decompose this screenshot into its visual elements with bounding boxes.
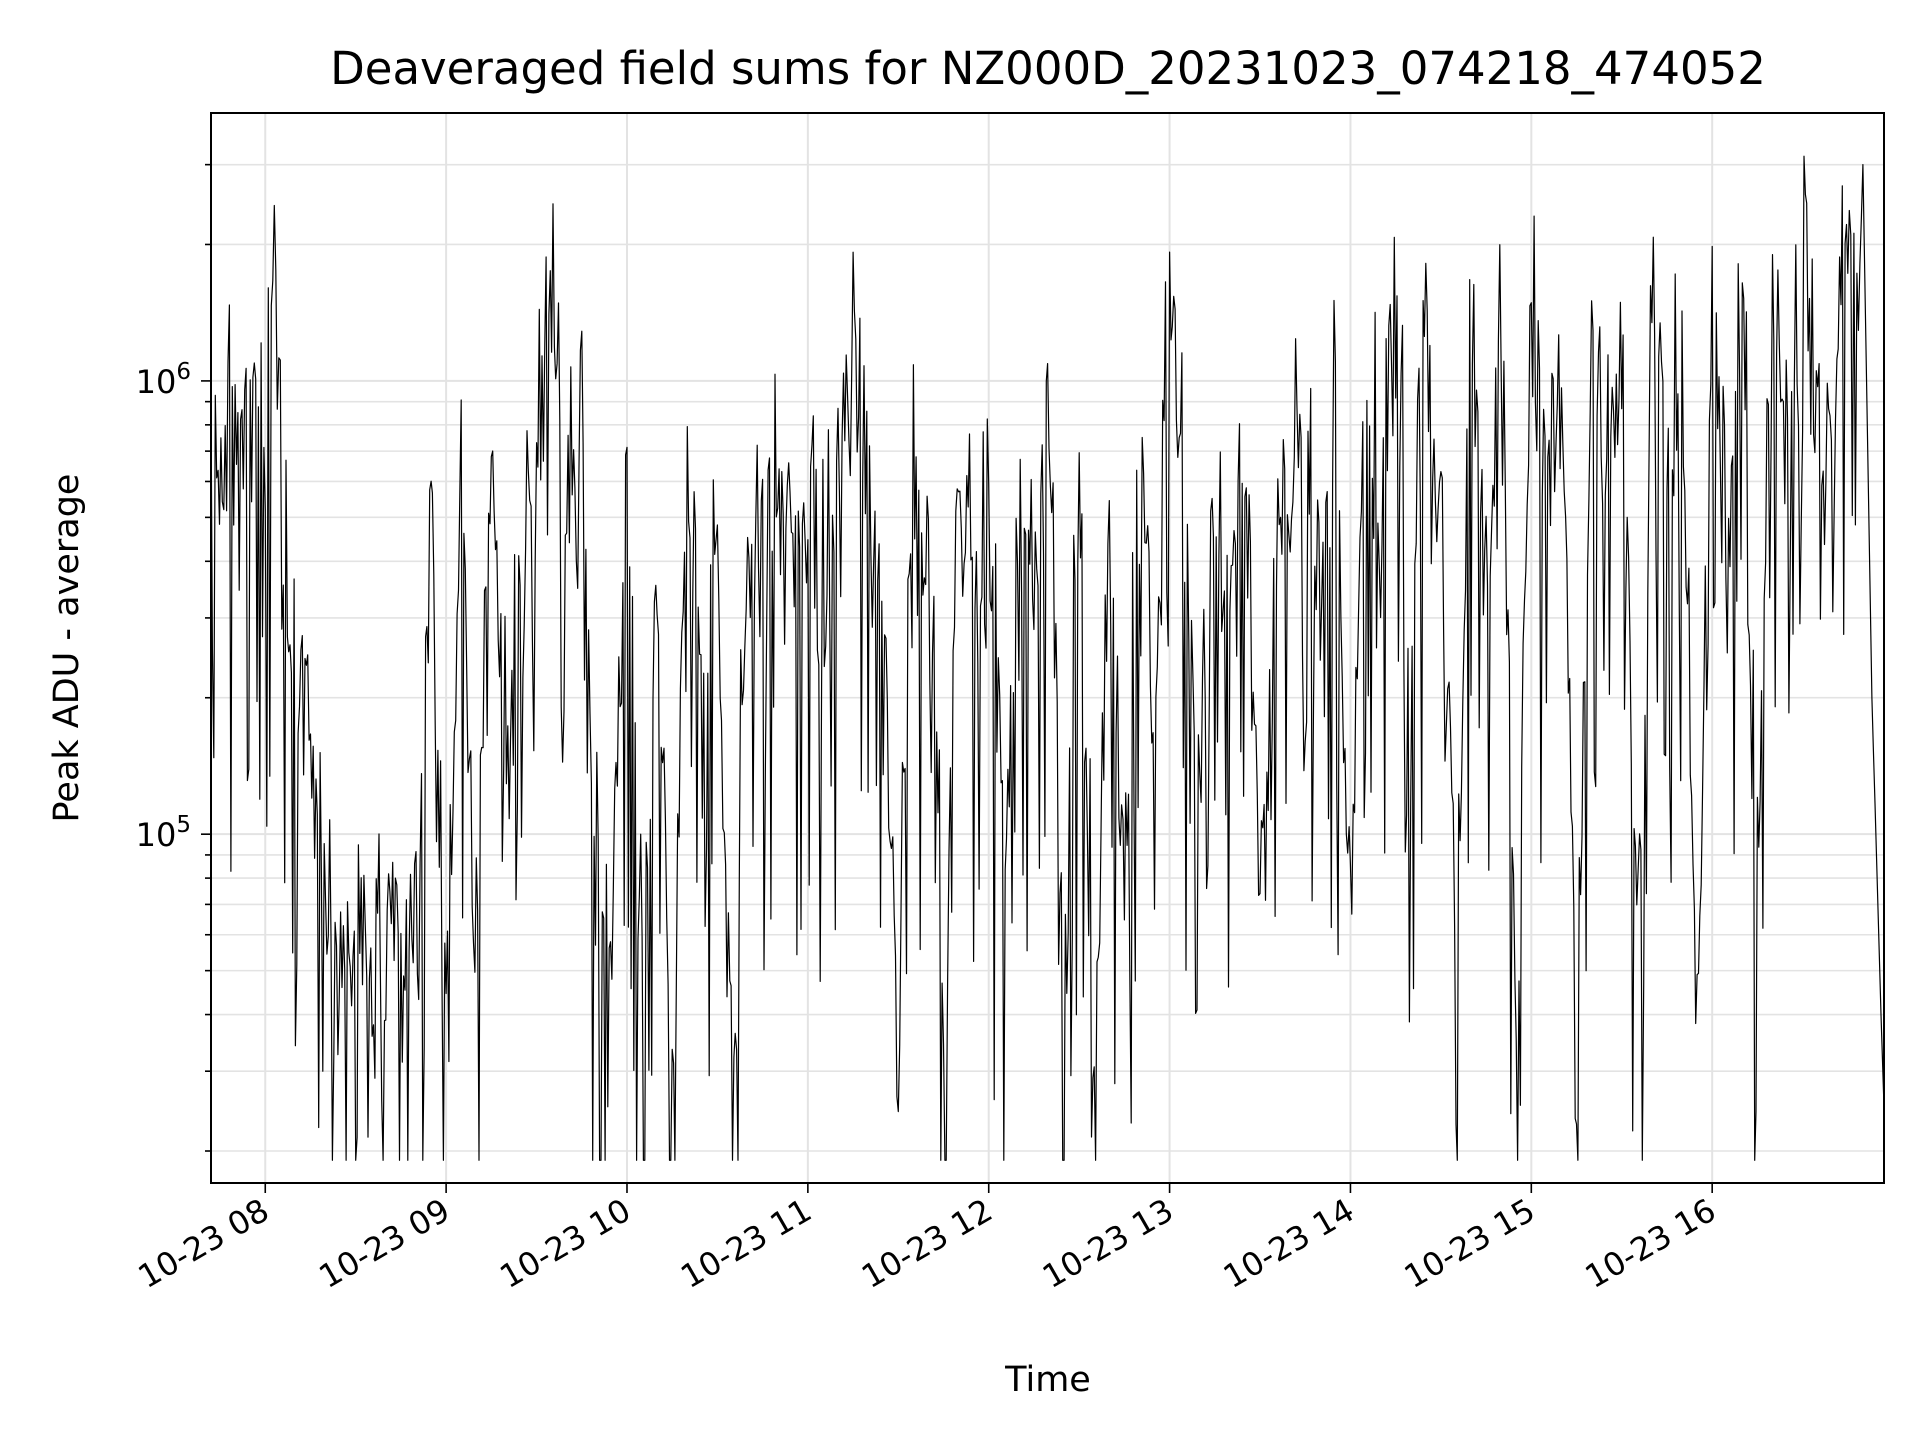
data-layer <box>210 155 1885 1161</box>
y-axis-title: Peak ADU - average <box>47 474 87 823</box>
x-axis-title: Time <box>1004 1360 1091 1400</box>
grid-layer <box>211 113 1884 1183</box>
plot-frame <box>210 112 1885 1184</box>
y-tick-label: 105 <box>136 812 191 854</box>
series-line <box>210 155 1885 1161</box>
chart-title: Deaveraged field sums for NZ000D_2023102… <box>330 42 1766 95</box>
y-tick-label: 106 <box>136 359 191 401</box>
